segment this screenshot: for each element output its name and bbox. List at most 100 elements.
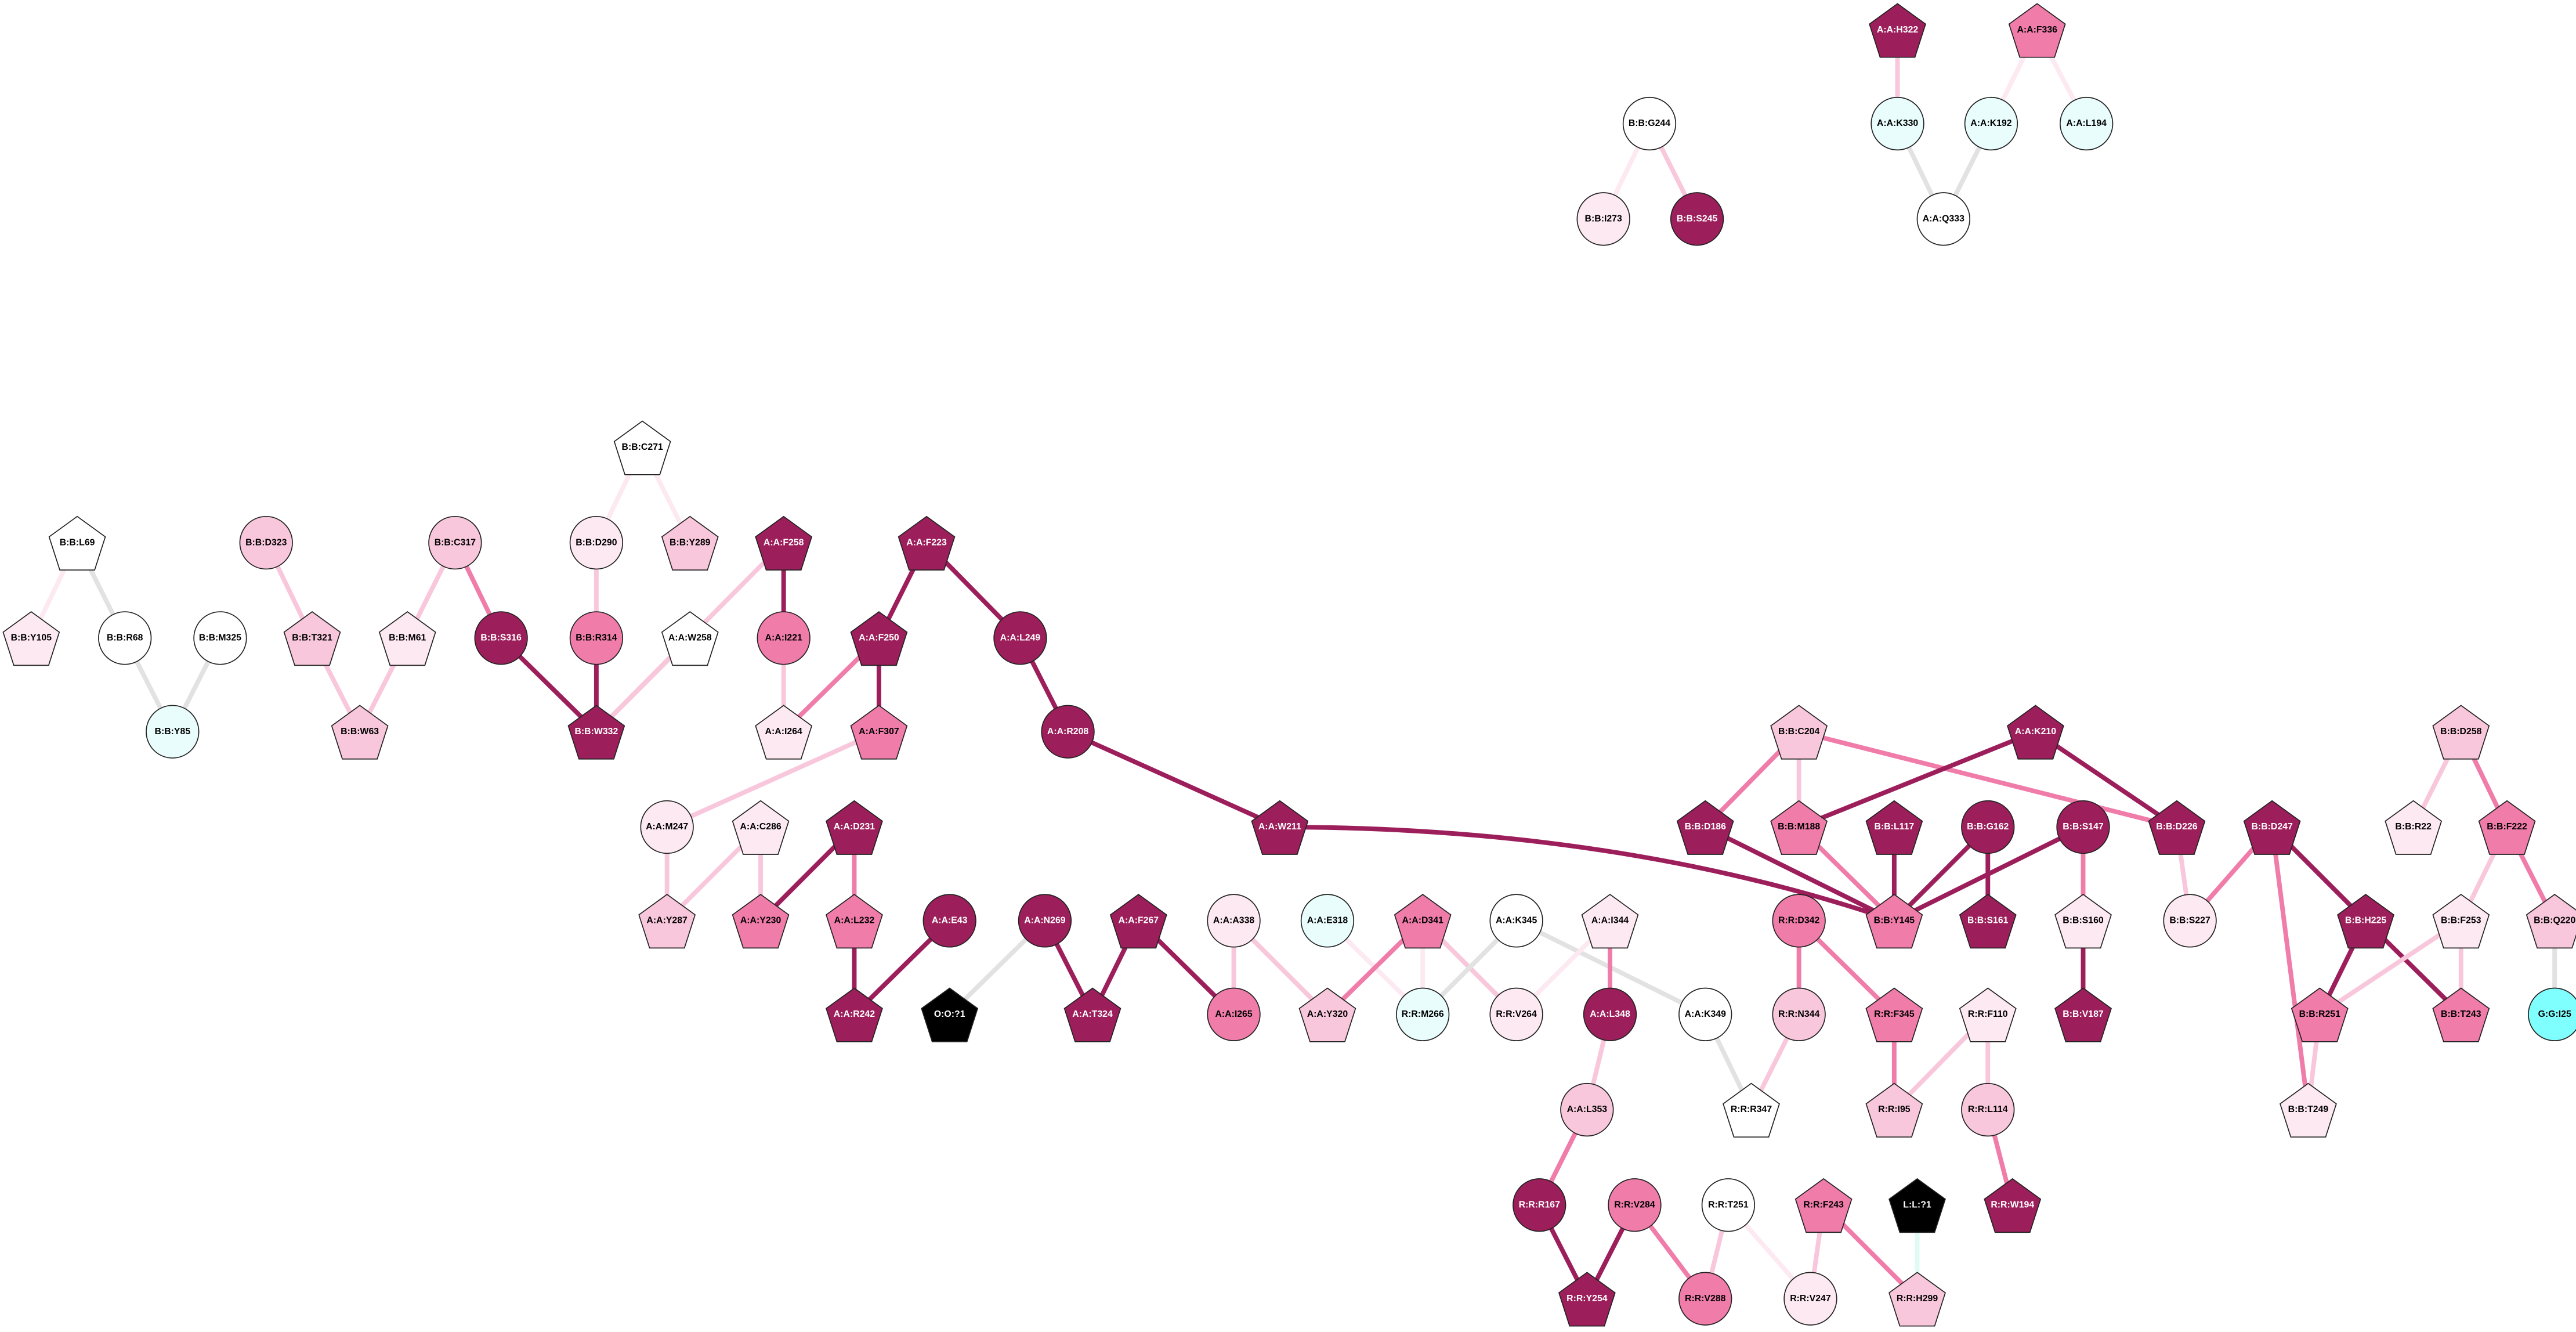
node-circle <box>2163 894 2217 948</box>
node-label: A:A:E43 <box>932 916 968 926</box>
node-pentagon <box>1865 894 1923 949</box>
node: B:B:F253 <box>2432 894 2490 949</box>
node-pentagon <box>2432 894 2490 949</box>
node-pentagon <box>2280 1082 2337 1138</box>
node-label: B:B:D290 <box>576 537 617 547</box>
node: R:R:D342 <box>1772 894 1826 948</box>
node: B:B:W332 <box>567 705 625 760</box>
node: B:B:D226 <box>2148 800 2206 855</box>
node-circle <box>1041 705 1095 759</box>
node: B:B:L117 <box>1865 800 1923 855</box>
node: B:B:H225 <box>2337 894 2394 949</box>
node-label: A:A:W258 <box>668 633 712 643</box>
node-pentagon <box>283 611 341 666</box>
node: A:A:R208 <box>1041 705 1095 759</box>
node-pentagon <box>732 800 790 855</box>
node-circle <box>1560 1082 1614 1137</box>
node-circle <box>193 611 247 665</box>
node: A:A:F307 <box>850 705 908 760</box>
node-circle <box>1018 894 1072 948</box>
node: A:A:K349 <box>1678 987 1732 1041</box>
node: B:B:Y289 <box>661 515 719 571</box>
node-label: A:A:K210 <box>2015 727 2057 737</box>
node-label: B:B:S160 <box>2063 916 2104 926</box>
edge <box>2318 919 2462 1017</box>
edge <box>1704 825 1895 923</box>
node: A:A:A338 <box>1207 894 1261 948</box>
node-label: L:L:?1 <box>1903 1200 1931 1210</box>
node-pentagon <box>567 705 625 760</box>
edge <box>1279 825 1895 923</box>
node: A:A:D231 <box>826 800 883 855</box>
node-pentagon <box>1865 987 1923 1042</box>
node-label: B:B:C271 <box>622 442 664 452</box>
node: R:R:V288 <box>1678 1272 1732 1326</box>
node-label: B:B:S147 <box>2063 822 2104 832</box>
node-label: A:A:L194 <box>2066 118 2107 128</box>
node-pentagon <box>2054 987 2112 1042</box>
node-circle <box>1300 894 1355 948</box>
node-pentagon <box>1984 1178 2042 1233</box>
node-label: R:R:T251 <box>1708 1200 1749 1210</box>
node-label: B:B:M61 <box>389 633 426 643</box>
node: A:A:F267 <box>1109 894 1167 949</box>
node: B:B:D247 <box>2243 800 2301 855</box>
node-pentagon <box>1959 894 2017 949</box>
node-label: B:B:W63 <box>341 727 379 737</box>
edge <box>2034 730 2179 829</box>
node-circle <box>1701 1178 1756 1232</box>
node-label: B:B:H225 <box>2345 916 2387 926</box>
node: B:B:T321 <box>283 611 341 666</box>
node: A:A:I264 <box>755 705 813 760</box>
node-circle <box>2060 96 2114 151</box>
node-label: A:A:D231 <box>834 822 875 832</box>
node-label: A:A:K192 <box>1970 118 2012 128</box>
node-circle <box>1964 96 2018 151</box>
node-pentagon <box>1723 1082 1780 1138</box>
node: A:A:K345 <box>1489 894 1543 948</box>
node-label: B:B:C317 <box>435 537 476 547</box>
node-pentagon <box>1063 987 1121 1042</box>
node: A:A:Y287 <box>638 894 696 949</box>
node-circle <box>146 705 200 759</box>
node: B:B:C204 <box>1770 705 1828 760</box>
node-label: A:A:F250 <box>859 633 899 643</box>
node-label: R:R:Y254 <box>1566 1294 1608 1304</box>
node: A:A:I265 <box>1207 987 1261 1041</box>
node-label: A:A:C286 <box>740 822 782 832</box>
node-pentagon <box>2526 894 2576 949</box>
node-pentagon <box>2006 705 2064 760</box>
node-circle <box>1670 192 1724 246</box>
node-pentagon <box>921 987 979 1042</box>
node-label: A:A:H322 <box>1877 25 1919 35</box>
node: B:B:S147 <box>2056 800 2110 854</box>
node-label: A:A:K345 <box>1496 916 1537 926</box>
node: A:A:K330 <box>1871 96 1924 151</box>
node: B:B:C317 <box>428 515 482 570</box>
node: R:R:Y254 <box>1558 1272 1616 1327</box>
node-label: B:B:R22 <box>2395 822 2432 832</box>
node-pentagon <box>1581 894 1639 949</box>
node: B:B:V187 <box>2054 987 2112 1042</box>
node: A:A:E43 <box>922 894 976 948</box>
node: A:A:I344 <box>1581 894 1639 949</box>
node-label: B:B:G162 <box>1967 822 2009 832</box>
node-label: A:A:Y230 <box>740 916 782 926</box>
node-pentagon <box>1794 1178 1853 1233</box>
node-pentagon <box>2337 894 2394 949</box>
node: B:B:M61 <box>378 611 436 666</box>
node-label: B:B:Y85 <box>155 727 191 737</box>
node-label: B:B:S161 <box>1967 916 2009 926</box>
node-pentagon <box>661 515 719 571</box>
node: B:B:R314 <box>569 611 624 665</box>
node: B:B:T249 <box>2280 1082 2337 1138</box>
node: A:A:L232 <box>826 894 883 949</box>
node-pentagon <box>1959 987 2017 1042</box>
node: B:B:M325 <box>193 611 247 665</box>
node-label: A:A:F267 <box>1119 916 1159 926</box>
node: B:B:T243 <box>2432 987 2490 1042</box>
node-circle <box>1678 1272 1732 1326</box>
node-label: R:R:V284 <box>1614 1200 1655 1210</box>
node: A:A:W258 <box>661 611 719 666</box>
